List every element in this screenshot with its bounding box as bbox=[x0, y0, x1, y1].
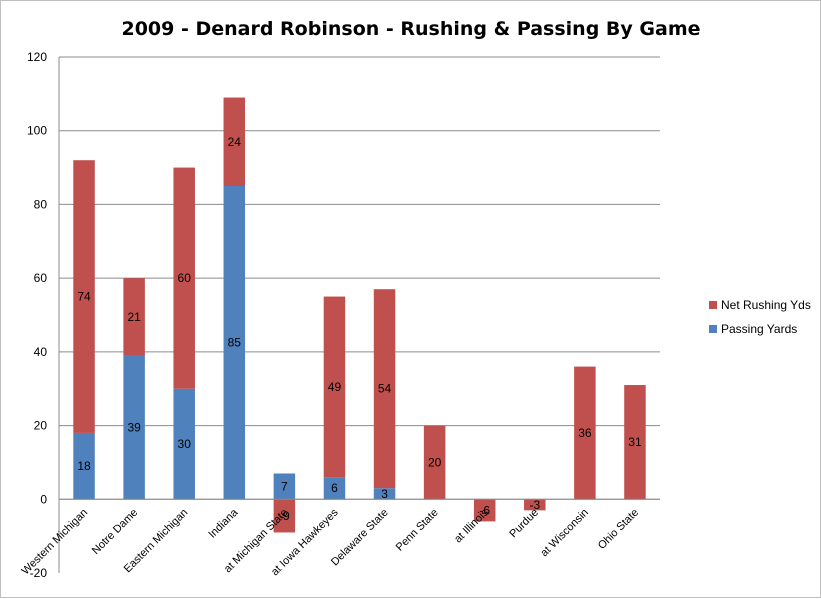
data-label: 7 bbox=[281, 479, 288, 493]
data-label: -3 bbox=[529, 498, 540, 512]
legend-swatch bbox=[709, 325, 717, 333]
data-label: -6 bbox=[479, 503, 490, 517]
bar-segment bbox=[373, 488, 396, 500]
x-tick-label: Western Michigan bbox=[20, 507, 91, 578]
data-label: 85 bbox=[228, 336, 242, 350]
bar-segment bbox=[173, 167, 195, 389]
bar-segment bbox=[273, 473, 296, 500]
bar-segment bbox=[73, 160, 95, 433]
bar-segment bbox=[323, 296, 346, 478]
x-tick-label: Ohio State bbox=[596, 507, 641, 552]
bar-segment bbox=[173, 388, 195, 500]
y-tick-label: 40 bbox=[34, 345, 48, 359]
bar-segment bbox=[473, 499, 496, 522]
bar-segment bbox=[524, 499, 546, 511]
y-tick-label: 120 bbox=[27, 50, 47, 64]
data-label: 18 bbox=[77, 459, 91, 473]
bar-segment bbox=[223, 97, 246, 186]
data-label: 49 bbox=[328, 380, 342, 394]
data-labels: 18 74 39 21 30 60 85 24 7 -9 6 49 3 54 20 -6 -3 36 31 bbox=[77, 135, 642, 523]
data-label: 21 bbox=[127, 310, 141, 324]
data-label: 36 bbox=[578, 426, 592, 440]
x-tick-label: Notre Dame bbox=[90, 507, 140, 557]
x-tick-label: Penn State bbox=[394, 507, 441, 554]
gridlines bbox=[58, 56, 660, 573]
bar-segment bbox=[574, 366, 596, 500]
legend-swatch bbox=[709, 301, 717, 309]
bar-segment bbox=[73, 432, 95, 500]
y-tick-label: -20 bbox=[30, 566, 48, 580]
bar-segment bbox=[123, 278, 145, 356]
bar-segment bbox=[323, 477, 346, 500]
x-tick-label: at Illinois bbox=[452, 506, 491, 545]
bar-segment bbox=[223, 186, 246, 500]
data-label: 6 bbox=[331, 481, 338, 495]
data-label: 54 bbox=[378, 382, 392, 396]
data-label: 30 bbox=[178, 437, 192, 451]
bar-segment bbox=[123, 355, 145, 500]
y-axis: -20 0 20 40 60 80 100 120 bbox=[27, 50, 47, 580]
legend-entry: Passing Yards bbox=[721, 322, 797, 336]
y-tick-label: 0 bbox=[40, 492, 47, 506]
data-label: 3 bbox=[381, 487, 388, 501]
bar-segment bbox=[423, 425, 446, 500]
data-label: 39 bbox=[127, 420, 141, 434]
bar-segment bbox=[624, 385, 646, 500]
data-label: 24 bbox=[228, 135, 242, 149]
x-tick-label: at Wisconsin bbox=[538, 507, 591, 560]
y-tick-label: 20 bbox=[34, 419, 48, 433]
data-label: -9 bbox=[279, 509, 290, 523]
data-label: 20 bbox=[428, 455, 442, 469]
bar-segment bbox=[373, 289, 396, 489]
data-label: 74 bbox=[77, 290, 91, 304]
y-tick-label: 100 bbox=[27, 124, 47, 138]
y-tick-label: 80 bbox=[34, 197, 48, 211]
data-label: 60 bbox=[178, 271, 192, 285]
y-tick-label: 60 bbox=[34, 271, 48, 285]
chart-title: 2009 - Denard Robinson - Rushing & Passi… bbox=[121, 18, 700, 40]
x-tick-label: Purdue bbox=[507, 507, 541, 541]
x-tick-label: Indiana bbox=[206, 506, 241, 541]
legend: Net Rushing Yds Passing Yards bbox=[709, 298, 811, 336]
legend-entry: Net Rushing Yds bbox=[721, 298, 811, 312]
bars bbox=[73, 97, 646, 533]
data-label: 31 bbox=[628, 435, 642, 449]
bar-segment bbox=[273, 499, 296, 533]
